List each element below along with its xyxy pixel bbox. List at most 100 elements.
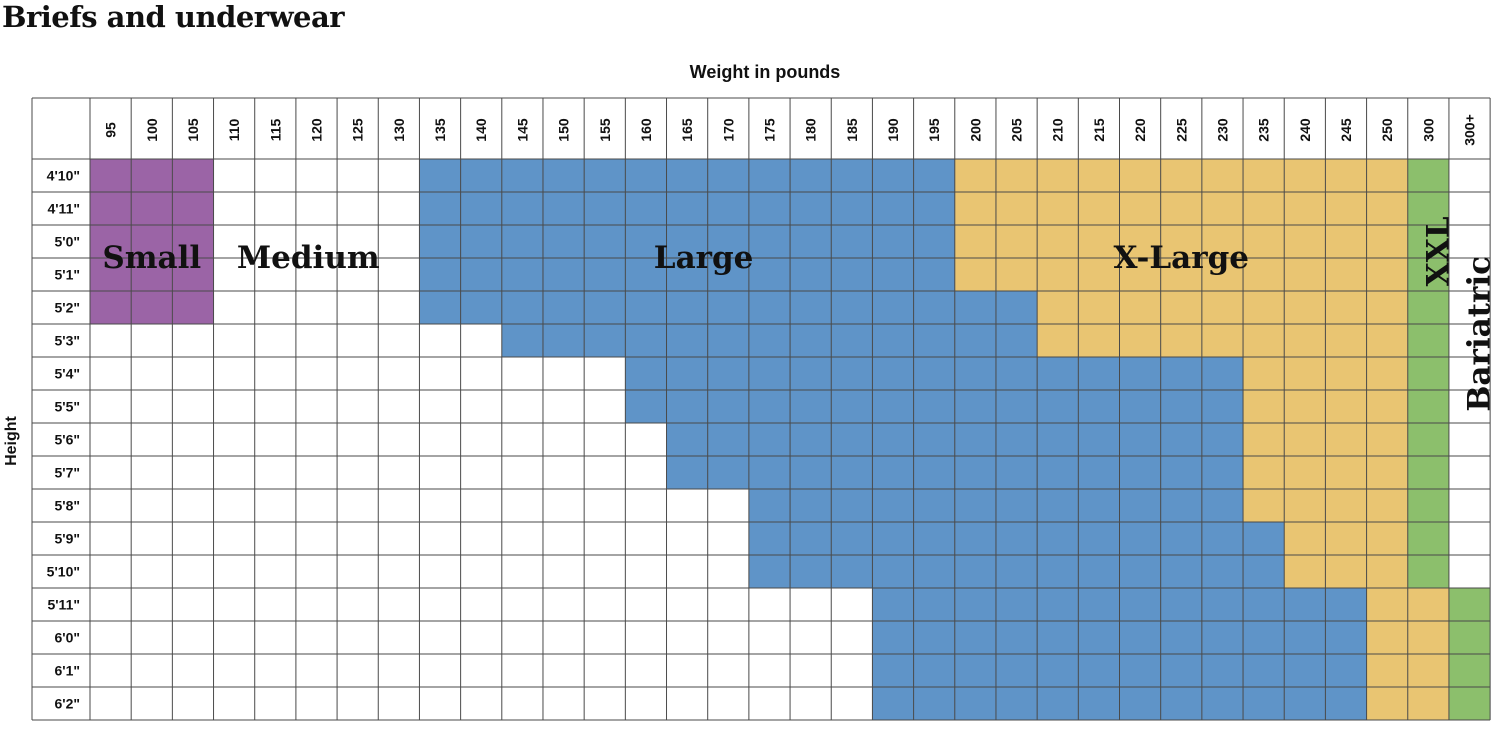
x-tick-label: 195 xyxy=(926,118,942,142)
cell-large-r8-c22 xyxy=(995,423,1038,456)
cell-large-r3-c9 xyxy=(460,258,502,291)
cell-large-r9-c24 xyxy=(1078,456,1120,489)
y-tick-label: 5'7" xyxy=(54,465,80,481)
cell-large-r1-c14 xyxy=(666,192,708,225)
cell-x-large-r2-c24 xyxy=(1078,225,1120,258)
cell-medium-r15-c17 xyxy=(790,654,832,687)
cell-medium-r16-c16 xyxy=(748,687,791,720)
y-tick-label: 4'10" xyxy=(47,168,80,184)
cell-medium-r15-c15 xyxy=(707,654,749,687)
cell-large-r2-c9 xyxy=(460,225,502,258)
x-tick-label: 240 xyxy=(1297,118,1313,142)
cell-medium-r13-c7 xyxy=(378,588,420,621)
cell-medium-r7-c9 xyxy=(460,390,502,423)
cell-x-large-r0-c30 xyxy=(1325,159,1367,192)
cell-medium-r5-c2 xyxy=(172,324,214,357)
cell-medium-r12-c11 xyxy=(542,555,585,588)
cell-x-large-r1-c24 xyxy=(1078,192,1120,225)
cell-medium-r2-c5 xyxy=(295,225,338,258)
cell-large-r14-c23 xyxy=(1037,621,1079,654)
cell-medium-r8-c10 xyxy=(501,423,543,456)
x-tick-label: 230 xyxy=(1214,118,1230,142)
cell-x-large-r8-c28 xyxy=(1243,423,1285,456)
cell-medium-r7-c2 xyxy=(172,390,214,423)
cell-medium-r11-c15 xyxy=(707,522,749,555)
cell-large-r3-c13 xyxy=(625,258,667,291)
cell-medium-r15-c5 xyxy=(295,654,338,687)
cell-large-r6-c22 xyxy=(995,357,1038,390)
cell-large-r7-c24 xyxy=(1078,390,1120,423)
cell-large-r12-c25 xyxy=(1119,555,1161,588)
cell-x-large-r14-c32 xyxy=(1407,621,1449,654)
cell-x-large-r1-c22 xyxy=(995,192,1038,225)
cell-large-r11-c19 xyxy=(872,522,914,555)
cell-small-r0-c0 xyxy=(90,159,132,192)
cell-large-r3-c14 xyxy=(666,258,708,291)
cell-medium-r16-c13 xyxy=(625,687,667,720)
cell-large-r11-c27 xyxy=(1201,522,1244,555)
cell-bariatric-r16-c34 xyxy=(1490,687,1500,720)
cell-medium-r15-c13 xyxy=(625,654,667,687)
cell-x-large-r1-c30 xyxy=(1325,192,1367,225)
cell-large-r15-c27 xyxy=(1201,654,1244,687)
cell-medium-r6-c7 xyxy=(378,357,420,390)
cell-x-large-r3-c23 xyxy=(1037,258,1079,291)
x-tick-label: 120 xyxy=(308,118,324,142)
cell-large-r5-c17 xyxy=(790,324,832,357)
cell-x-large-r6-c30 xyxy=(1325,357,1367,390)
cell-medium-r12-c7 xyxy=(378,555,420,588)
cell-medium-r5-c0 xyxy=(90,324,132,357)
cell-medium-r2-c6 xyxy=(337,225,379,258)
cell-large-r14-c21 xyxy=(954,621,996,654)
cell-large-r7-c23 xyxy=(1037,390,1079,423)
cell-large-r11-c17 xyxy=(790,522,832,555)
cell-medium-r13-c3 xyxy=(213,588,255,621)
cell-medium-r5-c8 xyxy=(419,324,461,357)
cell-large-r12-c19 xyxy=(872,555,914,588)
y-tick-label: 5'10" xyxy=(47,564,80,580)
cell-large-r3-c17 xyxy=(790,258,832,291)
cell-xxl-r12-c32 xyxy=(1407,555,1449,588)
cell-large-r15-c19 xyxy=(872,654,914,687)
cell-medium-r8-c5 xyxy=(295,423,338,456)
cell-large-r8-c24 xyxy=(1078,423,1120,456)
cell-large-r9-c14 xyxy=(666,456,708,489)
cell-large-r2-c16 xyxy=(748,225,791,258)
cell-medium-r9-c8 xyxy=(419,456,461,489)
cell-small-r3-c1 xyxy=(131,258,173,291)
cell-large-r6-c20 xyxy=(913,357,955,390)
cell-large-r9-c17 xyxy=(790,456,832,489)
cell-medium-r12-c14 xyxy=(666,555,708,588)
cell-xxl-r5-c32 xyxy=(1407,324,1449,357)
cell-medium-r13-c8 xyxy=(419,588,461,621)
cell-xxl-r10-c32 xyxy=(1407,489,1449,522)
cell-large-r11-c22 xyxy=(995,522,1038,555)
cell-medium-r15-c3 xyxy=(213,654,255,687)
cell-xxl-r3-c32 xyxy=(1407,258,1449,291)
cell-medium-r1-c3 xyxy=(213,192,255,225)
cell-medium-r7-c4 xyxy=(254,390,296,423)
cell-xxl-r11-c32 xyxy=(1407,522,1449,555)
cell-xxl-r6-c32 xyxy=(1407,357,1449,390)
cell-large-r15-c22 xyxy=(995,654,1038,687)
y-tick-label: 5'1" xyxy=(54,267,80,283)
cell-large-r6-c26 xyxy=(1160,357,1202,390)
cell-medium-r12-c12 xyxy=(584,555,626,588)
cell-medium-r6-c8 xyxy=(419,357,461,390)
cell-xxl-r2-c32 xyxy=(1407,225,1449,258)
cell-large-r4-c16 xyxy=(748,291,791,324)
cell-medium-r4-c5 xyxy=(295,291,338,324)
cell-large-r11-c18 xyxy=(831,522,873,555)
cell-x-large-r1-c31 xyxy=(1366,192,1408,225)
cell-x-large-r0-c22 xyxy=(995,159,1038,192)
cell-small-r1-c2 xyxy=(172,192,214,225)
cell-medium-r5-c7 xyxy=(378,324,420,357)
y-tick-label: 5'8" xyxy=(54,498,80,514)
cell-large-r14-c30 xyxy=(1325,621,1367,654)
cell-medium-r10-c14 xyxy=(666,489,708,522)
cell-large-r6-c23 xyxy=(1037,357,1079,390)
cell-large-r4-c18 xyxy=(831,291,873,324)
cell-medium-r10-c3 xyxy=(213,489,255,522)
cell-large-r12-c22 xyxy=(995,555,1038,588)
cell-x-large-r1-c25 xyxy=(1119,192,1161,225)
